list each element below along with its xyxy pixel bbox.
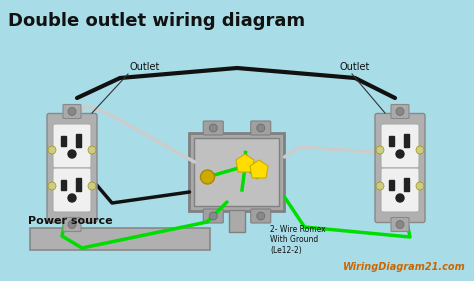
FancyBboxPatch shape <box>251 209 271 223</box>
Circle shape <box>209 212 217 220</box>
Bar <box>30 228 210 250</box>
FancyBboxPatch shape <box>391 105 409 119</box>
Circle shape <box>68 194 76 202</box>
FancyBboxPatch shape <box>391 217 409 232</box>
Bar <box>389 136 394 146</box>
FancyBboxPatch shape <box>53 124 91 168</box>
Bar <box>61 180 66 190</box>
FancyBboxPatch shape <box>203 209 223 223</box>
Circle shape <box>88 182 96 190</box>
FancyBboxPatch shape <box>375 114 425 223</box>
FancyBboxPatch shape <box>63 217 81 232</box>
Text: Power source: Power source <box>28 216 113 226</box>
Bar <box>229 210 245 232</box>
Circle shape <box>376 182 384 190</box>
Circle shape <box>257 124 265 132</box>
Circle shape <box>396 194 404 202</box>
Text: Outlet: Outlet <box>340 62 370 72</box>
Circle shape <box>48 182 56 190</box>
FancyBboxPatch shape <box>203 121 223 135</box>
Circle shape <box>416 146 424 154</box>
Bar <box>404 178 409 191</box>
FancyBboxPatch shape <box>381 124 419 168</box>
Text: WiringDiagram21.com: WiringDiagram21.com <box>343 262 466 272</box>
Bar <box>404 134 409 147</box>
FancyBboxPatch shape <box>381 168 419 212</box>
Text: Double outlet wiring diagram: Double outlet wiring diagram <box>8 12 305 30</box>
Bar <box>61 136 66 146</box>
Circle shape <box>257 212 265 220</box>
Circle shape <box>48 146 56 154</box>
FancyBboxPatch shape <box>53 168 91 212</box>
Circle shape <box>209 124 217 132</box>
Circle shape <box>201 170 215 184</box>
Circle shape <box>68 108 76 115</box>
Text: Outlet: Outlet <box>130 62 160 72</box>
Bar <box>76 178 81 191</box>
Bar <box>194 138 280 206</box>
Bar <box>389 180 394 190</box>
FancyBboxPatch shape <box>47 114 97 223</box>
Circle shape <box>396 221 404 228</box>
FancyBboxPatch shape <box>251 121 271 135</box>
Circle shape <box>396 108 404 115</box>
Circle shape <box>88 146 96 154</box>
Circle shape <box>68 150 76 158</box>
Circle shape <box>376 146 384 154</box>
Circle shape <box>68 221 76 228</box>
Polygon shape <box>250 160 268 178</box>
Text: 2- Wire Romex
With Ground
(Le12-2): 2- Wire Romex With Ground (Le12-2) <box>270 225 326 255</box>
Polygon shape <box>236 154 254 172</box>
FancyBboxPatch shape <box>63 105 81 119</box>
Bar <box>190 133 284 211</box>
Circle shape <box>416 182 424 190</box>
Bar <box>76 134 81 147</box>
Circle shape <box>396 150 404 158</box>
